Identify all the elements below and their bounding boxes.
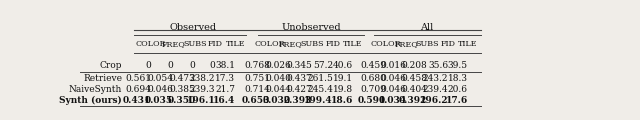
Text: Synth (ours): Synth (ours) (60, 96, 122, 105)
Text: 0.473: 0.473 (170, 74, 196, 83)
Text: 261.5: 261.5 (307, 74, 333, 83)
Text: Unobserved: Unobserved (282, 23, 341, 32)
Text: 16.4: 16.4 (213, 96, 236, 105)
Text: COLOR: COLOR (136, 40, 166, 48)
Text: 0.016: 0.016 (381, 61, 406, 70)
Text: 0.046: 0.046 (381, 74, 406, 83)
Text: 0.694: 0.694 (125, 85, 151, 94)
Text: Crop: Crop (100, 61, 122, 70)
Text: All: All (420, 23, 433, 32)
Text: 245.4: 245.4 (307, 85, 333, 94)
Text: 20.6: 20.6 (448, 85, 468, 94)
Text: 199.4: 199.4 (305, 96, 333, 105)
Text: 17.3: 17.3 (215, 74, 236, 83)
Text: 0.034: 0.034 (378, 96, 406, 105)
Text: 0.054: 0.054 (147, 74, 173, 83)
Text: 19.8: 19.8 (333, 85, 353, 94)
Text: 0.035: 0.035 (145, 96, 173, 105)
Text: 0.709: 0.709 (360, 85, 386, 94)
Text: 239.3: 239.3 (190, 85, 216, 94)
Text: 0.459: 0.459 (360, 61, 386, 70)
Text: 0: 0 (190, 61, 196, 70)
Text: 0.404: 0.404 (401, 85, 428, 94)
Text: 40.6: 40.6 (333, 61, 353, 70)
Text: 38.1: 38.1 (215, 61, 236, 70)
Text: 21.7: 21.7 (215, 85, 236, 94)
Text: 0.768: 0.768 (244, 61, 270, 70)
Text: 35.6: 35.6 (428, 61, 448, 70)
Text: FREQ: FREQ (394, 40, 419, 48)
Text: 0.044: 0.044 (265, 85, 291, 94)
Text: 0.392: 0.392 (399, 96, 428, 105)
Text: 0.040: 0.040 (265, 74, 291, 83)
Text: 0.026: 0.026 (265, 61, 291, 70)
Text: 39.5: 39.5 (448, 61, 468, 70)
Text: 239.4: 239.4 (422, 85, 448, 94)
Text: 0.431: 0.431 (122, 96, 151, 105)
Text: 0.680: 0.680 (360, 74, 386, 83)
Text: 18.6: 18.6 (330, 96, 353, 105)
Text: 0.427: 0.427 (286, 85, 312, 94)
Text: 243.2: 243.2 (422, 74, 448, 83)
Text: 0: 0 (168, 61, 173, 70)
Text: 19.1: 19.1 (333, 74, 353, 83)
Text: 0.385: 0.385 (170, 85, 196, 94)
Text: 196.2: 196.2 (419, 96, 448, 105)
Text: 0: 0 (145, 61, 151, 70)
Text: COLOR: COLOR (255, 40, 285, 48)
Text: 0.591: 0.591 (358, 96, 386, 105)
Text: 0.046: 0.046 (147, 85, 173, 94)
Text: 0: 0 (210, 61, 216, 70)
Text: 0.393: 0.393 (284, 96, 312, 105)
Text: Retrieve: Retrieve (83, 74, 122, 83)
Text: FREQ: FREQ (279, 40, 303, 48)
Text: FREQ: FREQ (161, 40, 185, 48)
Text: COLOR: COLOR (371, 40, 401, 48)
Text: 0.751: 0.751 (244, 74, 270, 83)
Text: 17.6: 17.6 (445, 96, 468, 105)
Text: FID: FID (208, 40, 223, 48)
Text: 0.046: 0.046 (381, 85, 406, 94)
Text: 57.2: 57.2 (313, 61, 333, 70)
Text: 0.437: 0.437 (286, 74, 312, 83)
Text: Observed: Observed (170, 23, 217, 32)
Text: 0.032: 0.032 (262, 96, 291, 105)
Text: TILE: TILE (225, 40, 245, 48)
Text: 0.458: 0.458 (401, 74, 428, 83)
Text: 238.2: 238.2 (190, 74, 216, 83)
Text: TILE: TILE (458, 40, 477, 48)
Text: SUBS: SUBS (415, 40, 439, 48)
Text: SUBS: SUBS (184, 40, 207, 48)
Text: 0.350: 0.350 (168, 96, 196, 105)
Text: 196.1: 196.1 (187, 96, 216, 105)
Text: 18.3: 18.3 (448, 74, 468, 83)
Text: SUBS: SUBS (300, 40, 324, 48)
Text: 0.345: 0.345 (286, 61, 312, 70)
Text: FID: FID (326, 40, 340, 48)
Text: 0.653: 0.653 (241, 96, 270, 105)
Text: FID: FID (440, 40, 456, 48)
Text: NaiveSynth: NaiveSynth (68, 85, 122, 94)
Text: TILE: TILE (343, 40, 362, 48)
Text: 0.208: 0.208 (401, 61, 428, 70)
Text: 0.561: 0.561 (125, 74, 151, 83)
Text: 0.714: 0.714 (244, 85, 270, 94)
